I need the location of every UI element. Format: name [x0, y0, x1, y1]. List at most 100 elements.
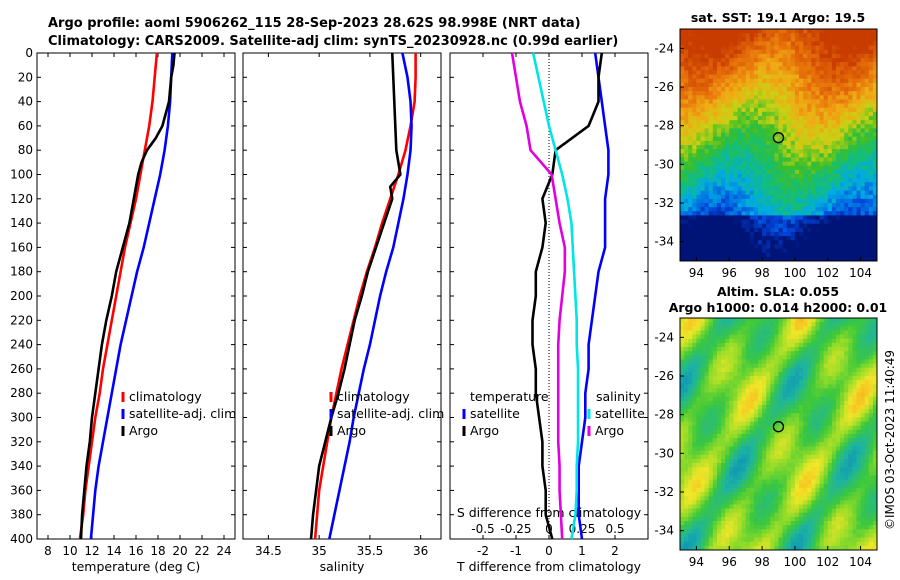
- map-cell: [782, 330, 788, 336]
- map-cell: [684, 322, 689, 327]
- map-cell: [786, 252, 792, 258]
- map-cell: [799, 405, 804, 410]
- map-x-tick-label: 94: [689, 266, 704, 280]
- map-cell: [729, 380, 734, 385]
- map-cell: [721, 405, 726, 410]
- map-cell: [844, 219, 849, 225]
- map-cell: [692, 463, 698, 468]
- map-cell: [868, 417, 874, 423]
- map-cell: [840, 338, 845, 344]
- map-cell: [688, 463, 693, 468]
- map-cell: [803, 450, 808, 456]
- map-cell: [708, 203, 714, 208]
- y-tick-label: 340: [10, 459, 33, 473]
- map-cell: [852, 111, 858, 117]
- map-cell: [864, 471, 870, 477]
- map-cell: [811, 384, 817, 390]
- map-cell: [770, 417, 775, 423]
- map-cell: [745, 425, 751, 431]
- map-cell: [827, 45, 833, 51]
- map-cell: [864, 413, 870, 419]
- map-cell: [716, 165, 722, 171]
- map-cell: [803, 458, 808, 464]
- map-cell: [721, 124, 726, 130]
- map-cell: [700, 227, 706, 233]
- map-cell: [803, 334, 808, 340]
- map-cell: [766, 37, 771, 43]
- map-cell: [725, 471, 730, 477]
- map-cell: [770, 252, 775, 258]
- map-cell: [733, 95, 739, 101]
- map-cell: [840, 359, 845, 365]
- map-cell: [684, 53, 689, 59]
- map-cell: [692, 492, 698, 497]
- map-cell: [827, 429, 833, 435]
- map-cell: [782, 479, 788, 485]
- map-cell: [708, 232, 714, 237]
- map-cell: [790, 194, 796, 200]
- map-cell: [757, 355, 763, 361]
- map-cell: [803, 467, 808, 472]
- map-cell: [803, 487, 808, 493]
- map-cell: [835, 417, 841, 423]
- map-cell: [729, 190, 734, 196]
- map-cell: [831, 475, 837, 481]
- map-cell: [741, 111, 747, 117]
- map-cell: [696, 41, 702, 47]
- map-cell: [840, 376, 845, 381]
- map-cell: [708, 421, 714, 427]
- map-cell: [848, 371, 853, 377]
- map-cell: [757, 446, 763, 452]
- map-cell: [733, 413, 739, 419]
- map-cell: [815, 178, 821, 183]
- map-cell: [864, 400, 870, 406]
- map-cell: [684, 438, 689, 443]
- map-cell: [786, 70, 792, 76]
- map-cell: [868, 207, 874, 212]
- map-cell: [819, 318, 825, 323]
- map-cell: [827, 227, 833, 233]
- map-cell: [807, 429, 812, 435]
- map-cell: [708, 458, 714, 464]
- map-cell: [815, 58, 821, 63]
- map-cell: [799, 256, 804, 261]
- map-cell: [844, 471, 849, 477]
- map-cell: [680, 116, 685, 121]
- map-cell: [684, 74, 689, 80]
- map-cell: [696, 256, 702, 261]
- map-cell: [803, 483, 808, 489]
- map-cell: [803, 157, 808, 163]
- map-cell: [852, 53, 858, 59]
- map-cell: [721, 87, 726, 92]
- map-cell: [733, 215, 739, 221]
- map-cell: [864, 236, 870, 241]
- map-cell: [704, 384, 710, 390]
- map-cell: [790, 405, 796, 410]
- map-cell: [729, 483, 734, 489]
- map-cell: [729, 82, 734, 88]
- map-cell: [848, 425, 853, 431]
- map-cell: [782, 371, 788, 377]
- map-cell: [811, 256, 817, 261]
- map-cell: [835, 182, 841, 188]
- map-cell: [680, 367, 685, 373]
- map-cell: [680, 194, 685, 200]
- map-cell: [790, 219, 796, 225]
- map-cell: [778, 157, 784, 163]
- map-cell: [680, 107, 685, 113]
- map-cell: [725, 475, 730, 481]
- map-cell: [868, 367, 874, 373]
- map-cell: [831, 442, 837, 448]
- map-cell: [704, 29, 710, 34]
- map-cell: [729, 165, 734, 171]
- map-cell: [799, 91, 804, 96]
- map-cell: [688, 363, 693, 369]
- map-cell: [844, 425, 849, 431]
- map-cell: [860, 194, 866, 200]
- legend-label: satellite-adj. clim: [129, 406, 236, 421]
- map-cell: [712, 33, 718, 38]
- map-cell: [704, 376, 710, 381]
- map-cell: [729, 367, 734, 373]
- map-cell: [803, 256, 808, 261]
- map-cell: [786, 45, 792, 51]
